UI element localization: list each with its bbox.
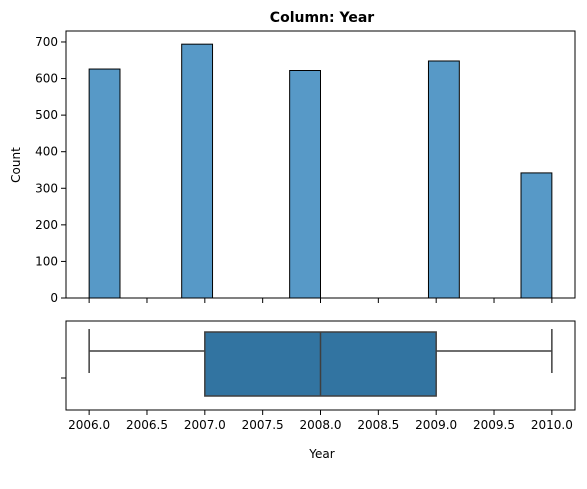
y-tick-label: 700 bbox=[35, 35, 58, 49]
y-tick-label: 0 bbox=[50, 291, 58, 305]
x-tick-label: 2009.0 bbox=[415, 418, 457, 432]
y-tick-label: 100 bbox=[35, 254, 58, 268]
histogram-bar bbox=[289, 70, 321, 299]
x-axis-label: Year bbox=[308, 447, 334, 461]
boxplot-panel: 2006.0 2006.5 2007.0 2007.5 2008.0 2008.5 2009… bbox=[61, 320, 576, 461]
x-tick-label: 2008.5 bbox=[357, 418, 399, 432]
histogram-bar bbox=[88, 68, 121, 299]
x-tick-label: 2006.0 bbox=[68, 418, 110, 432]
x-tick-label: 2008.0 bbox=[300, 418, 342, 432]
histogram-bar bbox=[427, 60, 460, 299]
boxplot-x-axis: 2006.0 2006.5 2007.0 2007.5 2008.0 2008.5 2009… bbox=[68, 410, 573, 432]
boxplot bbox=[88, 329, 553, 397]
x-tick-label: 2007.0 bbox=[184, 418, 226, 432]
y-axis-label: Count bbox=[9, 147, 23, 183]
y-tick-label: 400 bbox=[35, 145, 58, 159]
histogram-bar bbox=[181, 43, 214, 299]
y-tick-label: 300 bbox=[35, 181, 58, 195]
histogram-x-ticks bbox=[88, 298, 553, 303]
chart-title: Column: Year bbox=[270, 10, 374, 26]
y-tick-label: 600 bbox=[35, 72, 58, 86]
y-tick-label: 500 bbox=[35, 108, 58, 122]
histogram-bars bbox=[88, 43, 553, 299]
y-tick-label: 200 bbox=[35, 218, 58, 232]
histogram-y-axis: 0 100 200 300 400 500 600 700 bbox=[35, 35, 66, 305]
x-tick-label: 2006.5 bbox=[126, 418, 168, 432]
histogram-panel: Column: Year 0 100 200 300 400 500 600 700 Coun… bbox=[9, 10, 576, 305]
x-tick-label: 2010.0 bbox=[531, 418, 573, 432]
histogram-bar bbox=[520, 172, 553, 299]
x-tick-label: 2009.5 bbox=[473, 418, 515, 432]
x-tick-label: 2007.5 bbox=[242, 418, 284, 432]
